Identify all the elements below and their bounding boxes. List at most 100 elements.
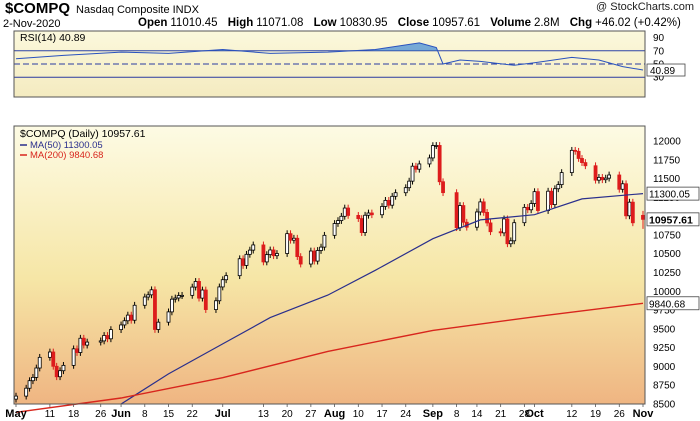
candle-body bbox=[146, 294, 151, 298]
candle bbox=[81, 334, 86, 349]
candle bbox=[322, 231, 327, 251]
candle-body bbox=[292, 237, 296, 241]
price-tick-label: 10750 bbox=[653, 230, 681, 241]
candle bbox=[454, 189, 459, 232]
candle bbox=[430, 142, 435, 162]
candle-body bbox=[478, 201, 483, 213]
candle-body bbox=[488, 222, 493, 233]
candle bbox=[319, 243, 323, 254]
candle-body bbox=[512, 222, 517, 242]
symbol-text: $COMPQ bbox=[5, 0, 71, 17]
candle-body bbox=[624, 183, 628, 217]
candle bbox=[142, 293, 147, 309]
candle bbox=[512, 219, 517, 245]
candle-body bbox=[220, 279, 225, 288]
close-value-label: 10957.61 bbox=[649, 214, 693, 226]
candle-body bbox=[34, 367, 39, 378]
x-tick-label: 27 bbox=[305, 409, 317, 420]
candle-body bbox=[342, 207, 347, 217]
ma50-value-label: 11300.05 bbox=[649, 190, 690, 201]
candle-body bbox=[536, 191, 540, 211]
candle bbox=[61, 361, 66, 375]
candle-body bbox=[607, 174, 612, 179]
candle bbox=[529, 200, 534, 214]
candle-body bbox=[237, 258, 242, 277]
price-tick-label: 10000 bbox=[653, 287, 681, 298]
candle-body bbox=[180, 294, 184, 297]
candle-body bbox=[407, 180, 412, 189]
candle-body bbox=[288, 233, 293, 241]
candle bbox=[617, 171, 622, 193]
rsi-line bbox=[15, 42, 644, 71]
candle-body bbox=[37, 356, 42, 369]
candle bbox=[58, 367, 62, 381]
candle bbox=[569, 146, 574, 176]
candle-body bbox=[58, 370, 62, 378]
candle-body bbox=[308, 250, 313, 265]
candle bbox=[549, 187, 554, 208]
candle-body bbox=[156, 321, 161, 330]
candle-body bbox=[108, 329, 113, 340]
rsi-value-box bbox=[646, 63, 686, 77]
candle bbox=[108, 326, 113, 343]
candle-body bbox=[173, 297, 178, 300]
candle-body bbox=[359, 218, 364, 233]
ma50-legend: MA(50) 11300.05 bbox=[30, 140, 103, 151]
candle-body bbox=[441, 181, 445, 194]
candle-body bbox=[356, 215, 361, 219]
candle bbox=[580, 155, 584, 166]
candle-body bbox=[529, 203, 534, 211]
candle bbox=[485, 209, 489, 227]
candle-body bbox=[75, 348, 79, 353]
candle bbox=[505, 215, 510, 248]
candle-body bbox=[261, 244, 266, 263]
candle-body bbox=[410, 165, 415, 182]
x-tick-label: 28 bbox=[519, 409, 531, 420]
candle bbox=[441, 178, 445, 197]
candle-body bbox=[312, 250, 317, 262]
candle-body bbox=[532, 191, 537, 204]
candle-body bbox=[47, 351, 52, 358]
candle-body bbox=[573, 149, 578, 152]
candle bbox=[593, 162, 598, 184]
candle bbox=[132, 301, 137, 324]
rsi-frame bbox=[13, 30, 646, 98]
candle bbox=[380, 203, 384, 219]
candle-body bbox=[132, 304, 137, 321]
candle bbox=[24, 384, 29, 400]
candle-body bbox=[458, 205, 462, 229]
candle-body bbox=[197, 281, 201, 299]
candle-body bbox=[369, 212, 374, 216]
candle bbox=[71, 345, 76, 369]
candle-body bbox=[403, 187, 408, 194]
x-tick-label: Jul bbox=[215, 408, 231, 420]
candle bbox=[576, 147, 581, 162]
ma200-value-label-box bbox=[646, 296, 700, 311]
quote-date: 2-Nov-2020 bbox=[3, 18, 61, 30]
candle bbox=[339, 212, 344, 224]
price-tick-label: 9500 bbox=[653, 324, 676, 335]
candle-body bbox=[363, 214, 367, 233]
candle bbox=[417, 160, 422, 173]
candle bbox=[315, 247, 320, 265]
candle bbox=[237, 255, 242, 280]
candle bbox=[356, 212, 361, 222]
candle bbox=[197, 278, 201, 302]
candle bbox=[203, 286, 208, 313]
x-tick-label: 18 bbox=[68, 409, 80, 420]
price-tick-label: 9750 bbox=[653, 306, 676, 317]
candle bbox=[552, 185, 557, 208]
candle bbox=[146, 291, 151, 301]
candle bbox=[98, 337, 103, 346]
candle bbox=[390, 192, 395, 209]
candle bbox=[458, 202, 462, 232]
candle bbox=[475, 208, 479, 231]
x-tick-label: 26 bbox=[95, 409, 107, 420]
x-tick-label: Nov bbox=[633, 408, 655, 420]
candle bbox=[359, 215, 364, 236]
x-tick-label: 22 bbox=[187, 409, 199, 420]
candle-body bbox=[149, 289, 154, 296]
candle-body bbox=[525, 206, 530, 211]
candle-body bbox=[190, 286, 195, 296]
candle bbox=[295, 234, 300, 260]
